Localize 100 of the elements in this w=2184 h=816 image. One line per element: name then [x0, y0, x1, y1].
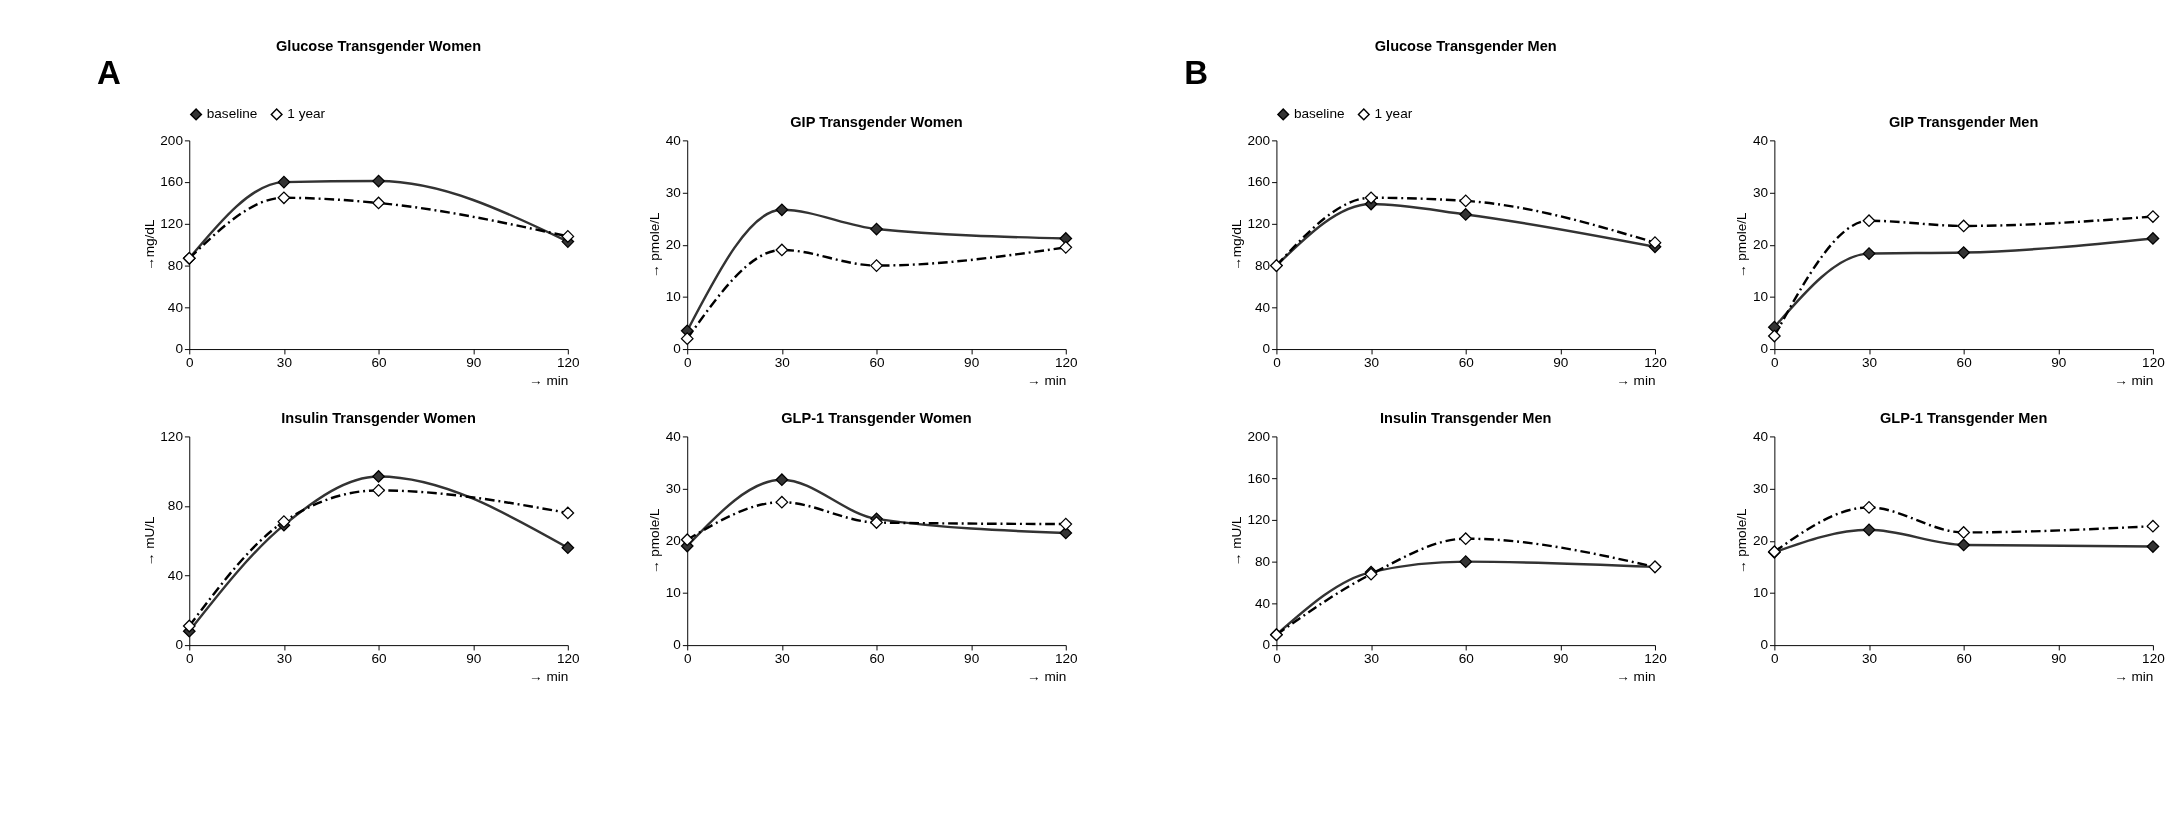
- y-tick-label: 40: [665, 132, 682, 148]
- y-tick-label: 0: [1760, 637, 1769, 653]
- chart-title: Insulin Transgender Men: [1380, 409, 1552, 426]
- x-axis-title: → min: [529, 668, 569, 684]
- x-tick-label: 30: [1861, 355, 1878, 371]
- y-axis-title: →mg/dL: [1228, 219, 1244, 271]
- y-tick-label: 40: [1255, 299, 1271, 315]
- x-tick-label: 120: [2142, 651, 2166, 667]
- x-tick-label: 60: [1956, 651, 1973, 667]
- x-tick-label: 120: [1054, 651, 1079, 667]
- y-tick-label: 0: [175, 341, 184, 357]
- x-tick-label: 60: [1956, 355, 1973, 371]
- y-tick-label: 200: [1247, 428, 1271, 444]
- chart-title: GIP Transgender Men: [1889, 113, 2039, 130]
- y-tick-label: 40: [1752, 428, 1769, 444]
- x-tick-label: 0: [683, 651, 692, 667]
- text: A: [97, 54, 121, 92]
- y-tick-label: 30: [665, 480, 682, 496]
- x-axis-title: → min: [1616, 372, 1656, 388]
- x-tick-label: 90: [1553, 355, 1569, 371]
- x-tick-label: 0: [1771, 651, 1780, 667]
- x-tick-label: 0: [1273, 651, 1282, 667]
- x-axis-title: → min: [1027, 372, 1067, 388]
- y-tick-label: 40: [167, 567, 184, 583]
- x-tick-label: 60: [371, 651, 388, 667]
- y-tick-label: 120: [160, 428, 184, 444]
- x-tick-label: 120: [1054, 355, 1079, 371]
- y-axis-title: → pmole/L: [647, 211, 663, 279]
- text: B: [1184, 54, 1209, 92]
- chart-title: Glucose Transgender Men: [1374, 38, 1557, 55]
- x-tick-label: 0: [1771, 355, 1780, 371]
- y-tick-label: 40: [665, 428, 682, 444]
- x-tick-label: 90: [964, 651, 980, 667]
- y-tick-label: 80: [1255, 257, 1271, 273]
- y-tick-label: 0: [175, 637, 184, 653]
- x-tick-label: 90: [2051, 355, 2067, 371]
- y-tick-label: 10: [1752, 289, 1769, 305]
- x-tick-label: 30: [276, 355, 293, 371]
- y-tick-label: 80: [167, 498, 184, 514]
- y-axis-title: → pmole/L: [1734, 508, 1750, 575]
- chart-title: Insulin Transgender Women: [281, 409, 476, 426]
- y-tick-label: 20: [1752, 533, 1769, 549]
- y-tick-label: 0: [1262, 341, 1271, 357]
- y-tick-label: 200: [160, 132, 184, 148]
- y-tick-label: 160: [1247, 174, 1271, 190]
- y-tick-label: 10: [665, 585, 682, 601]
- x-tick-label: 60: [1458, 651, 1475, 667]
- x-tick-label: 30: [774, 651, 791, 667]
- chart-title: Glucose Transgender Women: [276, 38, 482, 55]
- x-tick-label: 90: [1553, 651, 1569, 667]
- y-tick-label: 0: [1760, 341, 1769, 357]
- y-axis-title: → mU/L: [1228, 515, 1244, 567]
- y-tick-label: 10: [1752, 585, 1769, 601]
- x-tick-label: 30: [276, 651, 293, 667]
- y-tick-label: 20: [1752, 237, 1769, 253]
- legend-label: baseline: [206, 106, 258, 122]
- y-axis-title: → pmole/L: [1734, 211, 1750, 279]
- x-tick-label: 90: [964, 355, 980, 371]
- x-tick-label: 120: [557, 651, 581, 667]
- x-tick-label: 90: [466, 651, 482, 667]
- y-tick-label: 0: [673, 637, 682, 653]
- x-tick-label: 60: [371, 355, 388, 371]
- y-tick-label: 120: [1247, 216, 1271, 232]
- x-tick-label: 30: [1364, 355, 1380, 371]
- legend-label: 1 year: [287, 106, 326, 122]
- y-tick-label: 200: [1247, 132, 1271, 148]
- x-tick-label: 30: [1364, 651, 1380, 667]
- x-tick-label: 0: [185, 651, 194, 667]
- y-tick-label: 0: [673, 341, 682, 357]
- y-tick-label: 40: [1255, 595, 1271, 611]
- y-tick-label: 160: [1247, 470, 1271, 486]
- y-tick-label: 40: [167, 299, 184, 315]
- x-axis-title: → min: [2114, 668, 2154, 684]
- x-tick-label: 120: [2142, 355, 2166, 371]
- chart-title: GLP-1 Transgender Men: [1879, 409, 2048, 426]
- y-tick-label: 80: [1255, 554, 1271, 570]
- y-tick-label: 30: [665, 184, 682, 200]
- x-tick-label: 120: [1644, 355, 1668, 371]
- x-tick-label: 90: [466, 355, 482, 371]
- y-tick-label: 40: [1752, 132, 1769, 148]
- y-axis-title: → mU/L: [141, 515, 157, 567]
- x-axis-title: → min: [1616, 668, 1656, 684]
- y-tick-label: 30: [1752, 184, 1769, 200]
- chart-title: GIP Transgender Women: [790, 113, 963, 130]
- x-tick-label: 30: [1861, 651, 1878, 667]
- x-tick-label: 0: [185, 355, 194, 371]
- x-axis-title: → min: [2114, 372, 2154, 388]
- y-tick-label: 20: [665, 237, 682, 253]
- x-tick-label: 90: [2051, 651, 2067, 667]
- x-tick-label: 120: [557, 355, 581, 371]
- x-tick-label: 60: [1458, 355, 1475, 371]
- legend-label: 1 year: [1374, 106, 1413, 122]
- x-tick-label: 120: [1644, 651, 1668, 667]
- y-tick-label: 0: [1262, 637, 1271, 653]
- y-tick-label: 10: [665, 289, 682, 305]
- y-tick-label: 120: [1247, 512, 1271, 528]
- x-axis-title: → min: [529, 372, 569, 388]
- x-tick-label: 60: [869, 355, 885, 371]
- x-tick-label: 0: [1273, 355, 1282, 371]
- x-tick-label: 30: [774, 355, 791, 371]
